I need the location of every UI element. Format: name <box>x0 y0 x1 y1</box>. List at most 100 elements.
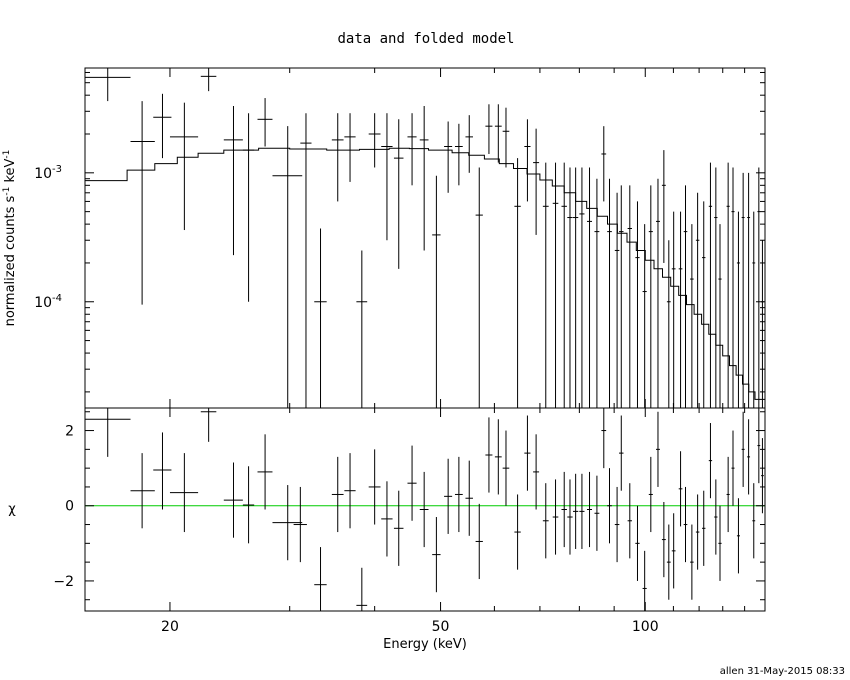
residual-point <box>567 479 573 555</box>
data-point <box>594 178 600 408</box>
residual-point <box>454 456 463 533</box>
residual-point <box>419 471 429 548</box>
data-point <box>494 104 502 163</box>
residual-point <box>726 456 730 533</box>
footer-stamp: allen 31-May-2015 08:33 <box>720 666 845 677</box>
data-point <box>407 113 417 186</box>
residual-point <box>432 517 441 593</box>
data-point <box>579 167 585 408</box>
folded-model-line <box>85 147 766 408</box>
data-point <box>747 172 751 408</box>
residual-point <box>678 451 683 527</box>
data-point <box>708 162 713 408</box>
residual-point <box>153 432 172 510</box>
data-point <box>502 107 510 168</box>
data-point <box>533 128 540 235</box>
residual-point <box>524 415 531 491</box>
residual-point <box>747 419 751 495</box>
residual-point <box>619 415 624 491</box>
data-point <box>671 211 676 408</box>
residual-point <box>666 524 671 600</box>
residual-point <box>494 419 502 495</box>
residual-point <box>514 494 521 570</box>
residual-point <box>381 481 393 557</box>
residual-point <box>708 423 713 499</box>
data-point <box>607 178 612 408</box>
data-point <box>666 240 671 408</box>
data-point <box>635 201 640 408</box>
data-point <box>752 211 756 408</box>
top-panel-frame <box>84 67 766 409</box>
residual-point <box>465 460 473 536</box>
residual-point <box>257 434 273 510</box>
data-point <box>200 68 217 92</box>
data-point <box>356 250 368 408</box>
residual-point <box>690 524 694 600</box>
residual-point <box>223 462 243 538</box>
y-tick-label: −2 <box>53 574 74 590</box>
bottom-y-axis-label: χ <box>8 502 16 517</box>
data-point <box>454 123 463 186</box>
residual-point <box>702 490 706 566</box>
data-point <box>314 228 327 408</box>
residual-point <box>648 456 653 533</box>
data-point <box>344 113 356 182</box>
data-point <box>393 119 404 269</box>
residual-point <box>761 438 764 514</box>
data-point <box>714 167 718 408</box>
residual-point <box>683 486 688 563</box>
data-point <box>169 102 199 231</box>
top-panel: 10-3 10-4 normalized counts s-1 keV-1 <box>2 67 766 409</box>
residual-point <box>661 501 666 578</box>
data-point <box>619 185 624 408</box>
residual-point <box>671 513 676 589</box>
residual-point <box>614 486 620 563</box>
data-point <box>655 178 660 408</box>
residual-point <box>200 408 217 442</box>
data-point <box>587 167 593 408</box>
data-point <box>718 224 722 408</box>
data-point <box>444 121 453 193</box>
data-point <box>130 101 155 305</box>
data-point <box>648 185 653 408</box>
data-point <box>223 105 243 256</box>
bottom-panel-frame <box>84 407 766 612</box>
y-tick-label: 2 <box>65 424 74 440</box>
top-y-axis-label: normalized counts s-1 keV-1 <box>2 150 18 327</box>
data-point <box>524 119 531 202</box>
data-point <box>561 162 567 408</box>
residual-point <box>293 486 307 563</box>
data-point <box>381 113 393 241</box>
residual-point <box>502 430 510 506</box>
bottom-panel: 2 0 −2 χ <box>8 407 766 612</box>
data-point <box>573 167 579 408</box>
residual-point <box>561 471 567 548</box>
residual-point <box>368 449 381 525</box>
residual-point <box>627 483 632 559</box>
bottom-panel-ticks <box>85 408 766 611</box>
residual-point <box>85 408 131 457</box>
residual-point <box>642 550 647 611</box>
residual-point <box>695 494 700 570</box>
residual-point <box>573 473 579 549</box>
data-point <box>761 240 764 408</box>
x-axis-label: Energy (keV) <box>383 637 467 652</box>
data-point <box>695 192 700 408</box>
data-point <box>465 115 473 173</box>
x-tick-label: 50 <box>432 619 450 635</box>
data-point <box>661 150 666 263</box>
residual-point <box>601 408 607 469</box>
residual-points <box>85 408 764 611</box>
top-panel-ticks <box>85 68 766 408</box>
top-y-tick-labels: 10-3 10-4 <box>34 164 62 311</box>
data-point <box>552 162 559 408</box>
data-point <box>642 224 647 408</box>
residual-point <box>533 434 540 510</box>
data-point <box>690 224 694 408</box>
residual-point <box>314 547 327 611</box>
residual-point <box>607 468 612 544</box>
residual-point <box>594 475 600 551</box>
residual-point <box>718 505 722 581</box>
residual-point <box>635 505 640 581</box>
residual-point <box>130 453 155 529</box>
